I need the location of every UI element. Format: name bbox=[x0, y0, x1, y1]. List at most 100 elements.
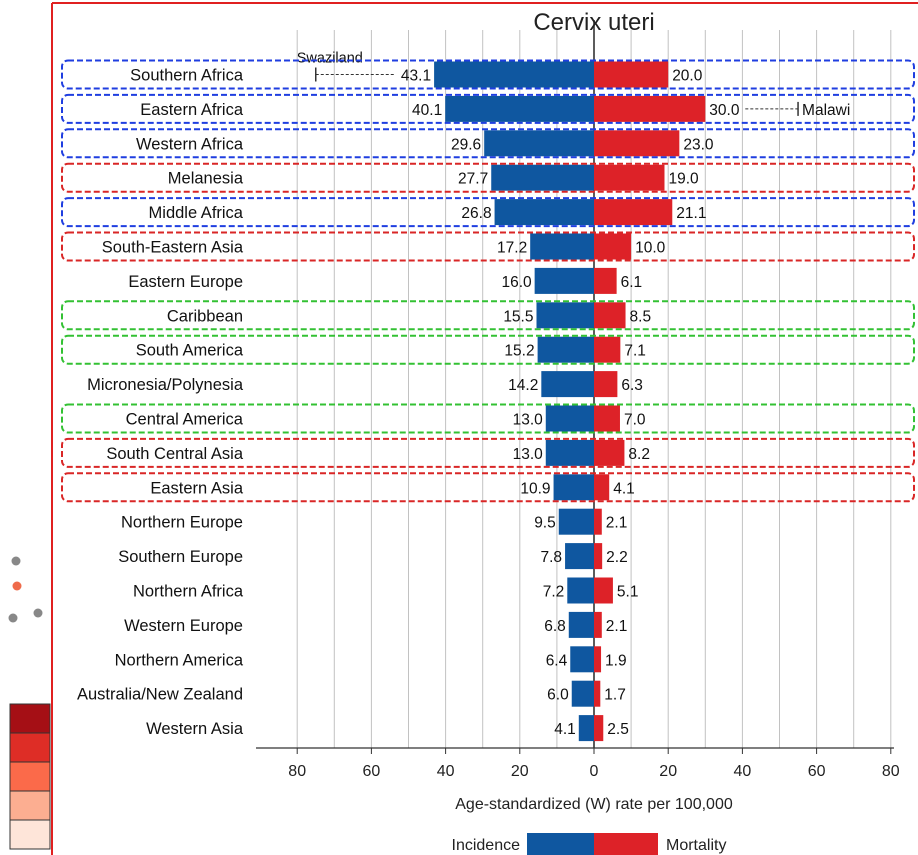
color-scale-step bbox=[9, 819, 51, 850]
category-label: Australia/New Zealand bbox=[77, 686, 243, 704]
mortality-bar bbox=[594, 439, 625, 466]
mortality-bar bbox=[594, 199, 673, 226]
category-label: Western Asia bbox=[146, 720, 244, 738]
incidence-bar bbox=[567, 577, 594, 604]
mortality-bar bbox=[594, 95, 706, 122]
highlight-box-blue bbox=[61, 59, 915, 90]
bars: 43.1 20.0 Southern Africa 40.1 30.0 Eastern A… bbox=[77, 51, 850, 742]
mortality-value-label: 30.0 bbox=[709, 102, 740, 119]
category-label: Eastern Africa bbox=[140, 101, 244, 119]
incidence-bar bbox=[530, 233, 594, 260]
mortality-bar bbox=[594, 611, 602, 638]
incidence-value-label: 7.2 bbox=[543, 584, 565, 601]
category-label: Micronesia/Polynesia bbox=[87, 376, 244, 394]
mortality-bar bbox=[594, 267, 617, 294]
incidence-value-label: 6.8 bbox=[544, 618, 566, 635]
incidence-bar bbox=[537, 336, 594, 363]
mortality-value-label: 2.1 bbox=[606, 618, 628, 635]
mortality-value-label: 2.2 bbox=[606, 549, 628, 566]
incidence-value-label: 7.8 bbox=[540, 549, 562, 566]
legend-incidence-label: Incidence bbox=[452, 837, 521, 854]
x-tick-label: 40 bbox=[437, 763, 455, 780]
x-tick-label: 40 bbox=[734, 763, 752, 780]
category-label: Middle Africa bbox=[149, 204, 244, 222]
incidence-value-label: 4.1 bbox=[554, 721, 576, 738]
incidence-value-label: 6.0 bbox=[547, 687, 569, 704]
incidence-value-label: 15.5 bbox=[503, 308, 533, 325]
highlight-box-blue bbox=[61, 197, 915, 228]
side-legend-dot bbox=[33, 608, 43, 618]
incidence-value-label: 29.6 bbox=[451, 136, 481, 153]
x-tick-label: 60 bbox=[363, 763, 381, 780]
side-legend-dot bbox=[8, 613, 18, 623]
category-label: Northern Africa bbox=[133, 583, 244, 601]
category-label: South Central Asia bbox=[106, 445, 243, 463]
mortality-value-label: 4.1 bbox=[613, 480, 635, 497]
incidence-bar bbox=[536, 302, 594, 329]
mortality-value-label: 23.0 bbox=[683, 136, 714, 153]
mortality-value-label: 2.5 bbox=[607, 721, 629, 738]
incidence-bar bbox=[565, 543, 594, 570]
category-label: Northern Europe bbox=[121, 514, 243, 532]
incidence-value-label: 27.7 bbox=[458, 171, 488, 188]
category-label: Southern Africa bbox=[130, 67, 244, 85]
incidence-value-label: 15.2 bbox=[504, 343, 534, 360]
mortality-value-label: 1.9 bbox=[605, 652, 627, 669]
category-label: Caribbean bbox=[167, 307, 243, 325]
mortality-value-label: 1.7 bbox=[604, 687, 626, 704]
mortality-bar bbox=[594, 302, 626, 329]
incidence-value-label: 17.2 bbox=[497, 240, 527, 257]
mortality-bar bbox=[594, 371, 618, 398]
incidence-bar bbox=[558, 508, 594, 535]
highlight-box-red bbox=[61, 437, 915, 468]
highlight-boxes bbox=[61, 59, 915, 503]
incidence-bar bbox=[570, 646, 594, 673]
highlight-box-blue bbox=[61, 128, 915, 159]
highlight-box-red bbox=[61, 162, 915, 193]
legend-mortality-swatch bbox=[594, 833, 658, 855]
incidence-value-label: 16.0 bbox=[501, 274, 532, 291]
incidence-bar bbox=[568, 611, 594, 638]
legend-incidence-swatch bbox=[527, 833, 594, 855]
incidence-bar bbox=[545, 405, 594, 432]
incidence-value-label: 10.9 bbox=[520, 480, 550, 497]
mortality-value-label: 2.1 bbox=[606, 515, 628, 532]
highlight-box-red bbox=[61, 472, 915, 503]
mortality-bar bbox=[594, 130, 680, 157]
incidence-bar bbox=[534, 267, 594, 294]
mortality-bar bbox=[594, 577, 613, 604]
mortality-value-label: 8.5 bbox=[630, 308, 652, 325]
x-axis-label: Age-standardized (W) rate per 100,000 bbox=[455, 796, 733, 813]
highlight-box-green bbox=[61, 334, 915, 365]
color-scale-step bbox=[9, 732, 51, 763]
highlight-box-blue bbox=[61, 93, 915, 124]
mortality-bar bbox=[594, 715, 604, 742]
incidence-value-label: 6.4 bbox=[546, 652, 568, 669]
mortality-value-label: 8.2 bbox=[628, 446, 650, 463]
x-tick-label: 80 bbox=[882, 763, 900, 780]
x-tick-label: 0 bbox=[590, 763, 599, 780]
mortality-bar bbox=[594, 405, 620, 432]
category-label: South America bbox=[136, 342, 244, 360]
incidence-bar bbox=[491, 164, 594, 191]
legend-mortality-label: Mortality bbox=[666, 837, 726, 854]
mortality-value-label: 20.0 bbox=[672, 68, 703, 85]
mortality-bar bbox=[594, 336, 621, 363]
category-label: Central America bbox=[126, 411, 244, 429]
incidence-value-label: 26.8 bbox=[461, 205, 491, 222]
mortality-bar bbox=[594, 508, 602, 535]
mortality-bar bbox=[594, 646, 602, 673]
x-tick-label: 60 bbox=[808, 763, 826, 780]
incidence-bar bbox=[541, 371, 594, 398]
side-legend-dot bbox=[11, 556, 21, 566]
category-label: Eastern Europe bbox=[128, 273, 243, 291]
mortality-value-label: 10.0 bbox=[635, 240, 666, 257]
x-axis: 80 60 40 20 0 20 40 60 80 bbox=[256, 747, 900, 780]
category-label: Eastern Asia bbox=[150, 479, 243, 497]
highlight-box-green bbox=[61, 403, 915, 434]
incidence-bar bbox=[434, 61, 594, 88]
chart-title: Cervix uteri bbox=[533, 9, 654, 36]
legend: Incidence Mortality bbox=[452, 833, 726, 855]
incidence-bar bbox=[553, 474, 594, 501]
